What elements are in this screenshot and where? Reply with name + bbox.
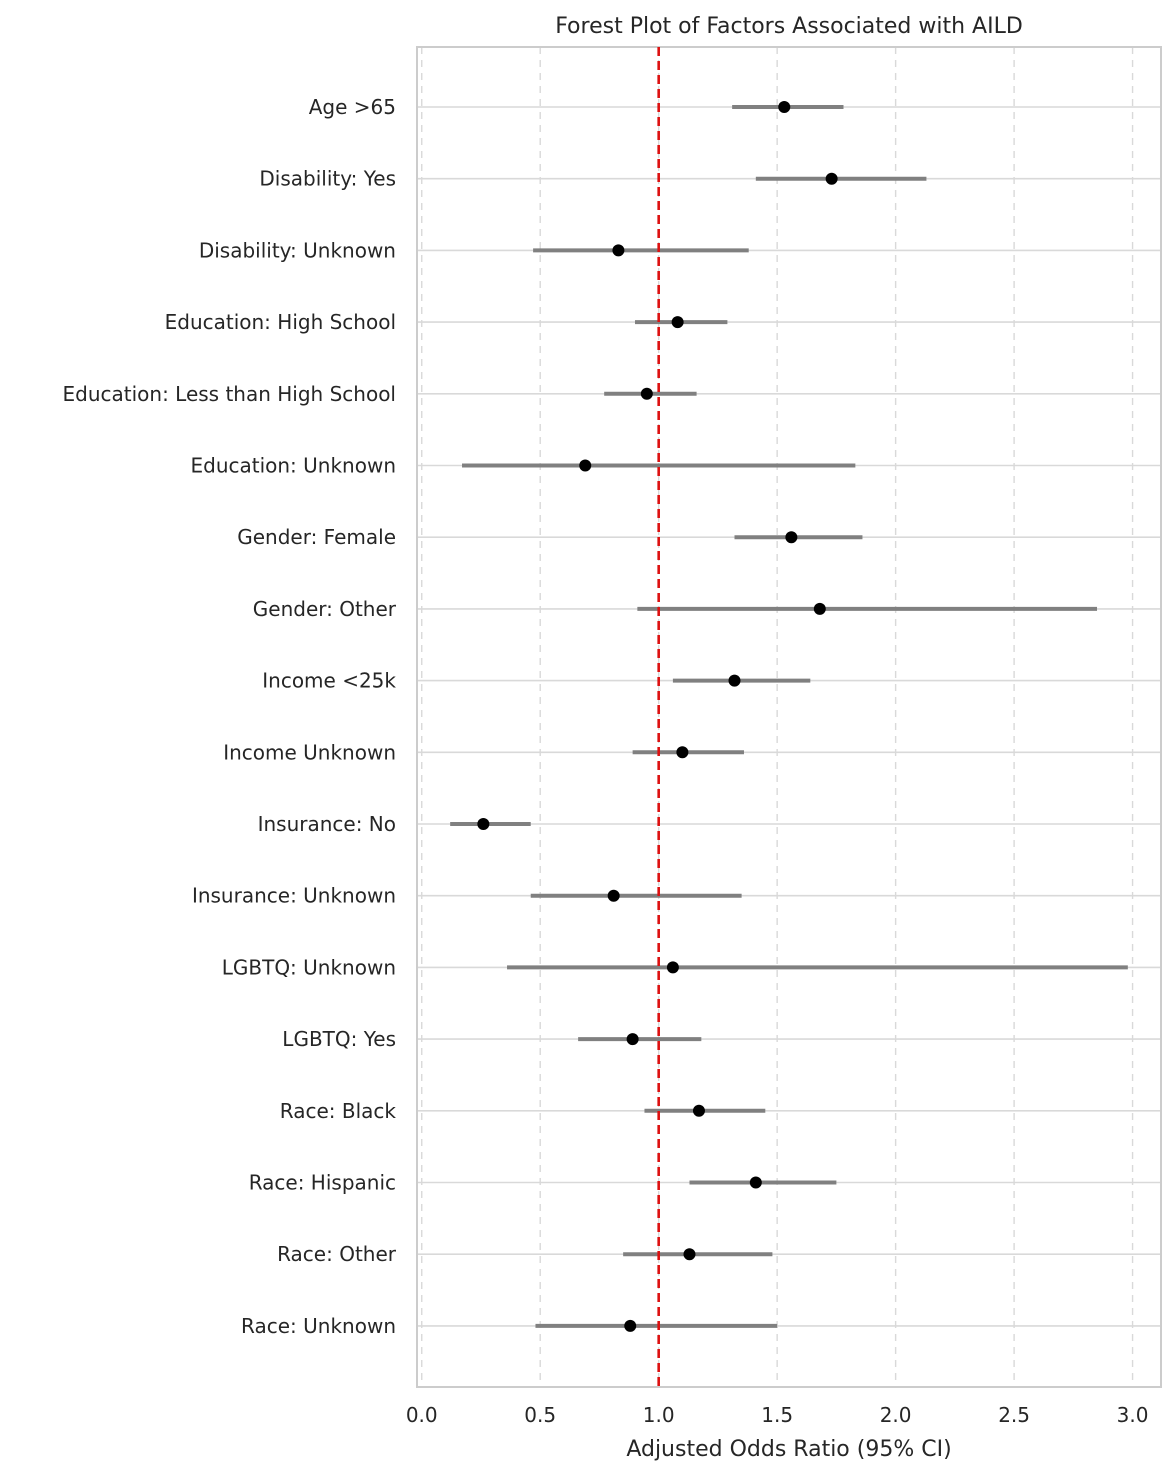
odds-ratio-point [477,818,490,830]
x-tick-label: 1.5 [761,1403,793,1427]
odds-ratio-point [825,172,838,185]
x-tick-label: 2.5 [998,1403,1030,1427]
y-tick-label: Race: Black [280,1099,397,1123]
y-tick-label: Insurance: Unknown [192,884,396,908]
y-tick-label: Income Unknown [223,740,396,764]
odds-ratio-point [676,746,689,759]
y-tick-label: Race: Hispanic [249,1171,396,1195]
y-tick-label: Income <25k [262,669,396,693]
odds-ratio-point [692,1104,705,1117]
odds-ratio-point [671,316,684,329]
odds-ratio-point [785,531,798,544]
y-tick-label: Race: Unknown [241,1314,396,1338]
y-tick-label: Age >65 [309,95,396,119]
x-tick-label: 1.0 [643,1403,675,1427]
x-axis-label: Adjusted Odds Ratio (95% CI) [626,1437,951,1462]
odds-ratio-point [607,889,620,902]
odds-ratio-point [728,674,741,687]
y-tick-label: Gender: Female [237,525,396,549]
odds-ratio-point [640,387,653,400]
y-tick-label: Education: Unknown [190,454,396,478]
y-tick-label: LGBTQ: Yes [282,1027,396,1051]
y-tick-label: Education: High School [165,310,396,334]
y-tick-label: Disability: Unknown [199,238,396,262]
x-tick-label: 2.0 [880,1403,912,1427]
odds-ratio-point [666,961,679,974]
odds-ratio-point [624,1319,637,1332]
y-tick-label: LGBTQ: Unknown [222,955,396,979]
plot-area: Age >65 Disability: Yes Disability: Unknow… [63,46,1162,1427]
x-tick-label: 0.5 [524,1403,556,1427]
x-tick-label: 0.0 [406,1403,438,1427]
odds-ratio-point [683,1248,696,1261]
y-tick-label: Insurance: No [258,812,396,836]
y-tick-label: Gender: Other [253,597,397,621]
odds-ratio-point [579,459,592,472]
odds-ratio-point [749,1176,762,1189]
odds-ratio-point [813,602,826,615]
odds-ratio-point [612,244,625,257]
y-tick-label: Disability: Yes [259,167,396,191]
odds-ratio-point [778,101,791,113]
x-tick-label: 3.0 [1117,1403,1149,1427]
y-tick-label: Race: Other [277,1242,397,1266]
chart-title: Forest Plot of Factors Associated with A… [555,14,1023,39]
odds-ratio-point [626,1033,639,1046]
y-tick-label: Education: Less than High School [63,382,397,406]
plot-frame [416,46,1162,1388]
